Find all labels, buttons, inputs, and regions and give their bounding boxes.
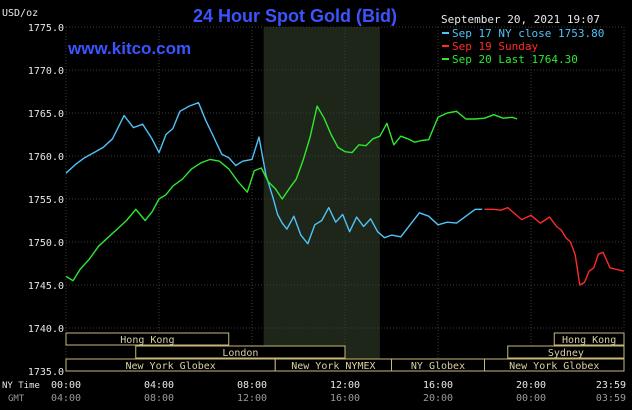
x-tick-gmt-3: 16:00 bbox=[330, 393, 360, 404]
x-axis-ny-label: NY Time bbox=[2, 381, 40, 391]
y-tick-label-2: 1765.0 bbox=[28, 109, 64, 120]
legend-label-sep17: Sep 17 NY close 1753.80 bbox=[452, 27, 604, 40]
series-line-1 bbox=[484, 206, 624, 286]
session-bar-7 bbox=[484, 358, 625, 372]
x-tick-ny-3: 12:00 bbox=[330, 380, 360, 391]
y-tick-label-6: 1745.0 bbox=[28, 281, 64, 292]
session-bar-0 bbox=[65, 332, 230, 346]
x-tick-gmt-6: 03:59 bbox=[596, 393, 626, 404]
x-tick-gmt-2: 12:00 bbox=[237, 393, 267, 404]
x-axis-ticks: 00:00 04:00 08:00 12:00 16:00 20:00 23:59 04:00… bbox=[51, 380, 626, 404]
x-tick-ny-5: 20:00 bbox=[516, 380, 546, 391]
x-tick-ny-2: 08:00 bbox=[237, 380, 267, 391]
session-label-3: Sydney bbox=[548, 348, 584, 359]
legend: Sep 17 NY close 1753.80 Sep 19 Sunday Se… bbox=[442, 27, 604, 66]
y-tick-label-8: 1735.0 bbox=[28, 367, 64, 378]
chart-datetime: September 20, 2021 19:07 bbox=[441, 13, 600, 26]
y-axis-ticks: 1775.0 1770.0 1765.0 1760.0 1755.0 1750.0 1745… bbox=[28, 23, 64, 378]
legend-label-sep20: Sep 20 Last 1764.30 bbox=[452, 53, 578, 66]
session-label-7: New York Globex bbox=[509, 361, 599, 372]
watermark-text: www.kitco.com bbox=[67, 39, 191, 58]
chart-title: 24 Hour Spot Gold (Bid) bbox=[193, 6, 397, 26]
y-tick-label-5: 1750.0 bbox=[28, 238, 64, 249]
session-bar-3 bbox=[507, 345, 625, 359]
legend-label-sep19: Sep 19 Sunday bbox=[452, 40, 538, 53]
series-line-2 bbox=[65, 105, 518, 282]
x-tick-gmt-4: 20:00 bbox=[423, 393, 453, 404]
market-session-bars: Hong Kong Hong Kong London Sydney New York G… bbox=[65, 332, 625, 372]
series-line-0 bbox=[65, 101, 483, 245]
session-bar-2 bbox=[135, 345, 346, 359]
session-label-5: New York NYMEX bbox=[291, 361, 375, 372]
y-tick-label-0: 1775.0 bbox=[28, 23, 64, 34]
y-tick-label-7: 1740.0 bbox=[28, 324, 64, 335]
session-label-1: Hong Kong bbox=[562, 335, 616, 346]
y-axis-unit-label: USD/oz bbox=[2, 8, 38, 19]
y-tick-label-3: 1760.0 bbox=[28, 152, 64, 163]
session-label-4: New York Globex bbox=[125, 361, 215, 372]
x-tick-gmt-0: 04:00 bbox=[51, 393, 81, 404]
session-label-0: Hong Kong bbox=[120, 335, 174, 346]
session-label-2: London bbox=[222, 348, 258, 359]
series-layer bbox=[65, 101, 624, 286]
x-tick-gmt-5: 00:00 bbox=[516, 393, 546, 404]
session-label-6: NY Globex bbox=[411, 361, 465, 372]
session-bar-1 bbox=[553, 332, 625, 346]
x-tick-ny-1: 04:00 bbox=[144, 380, 174, 391]
x-tick-gmt-1: 08:00 bbox=[144, 393, 174, 404]
y-tick-label-1: 1770.0 bbox=[28, 66, 64, 77]
x-tick-ny-4: 16:00 bbox=[423, 380, 453, 391]
x-axis-gmt-label: GMT bbox=[8, 394, 25, 404]
y-tick-label-4: 1755.0 bbox=[28, 195, 64, 206]
x-tick-ny-6: 23:59 bbox=[596, 380, 626, 391]
x-tick-ny-0: 00:00 bbox=[51, 380, 81, 391]
